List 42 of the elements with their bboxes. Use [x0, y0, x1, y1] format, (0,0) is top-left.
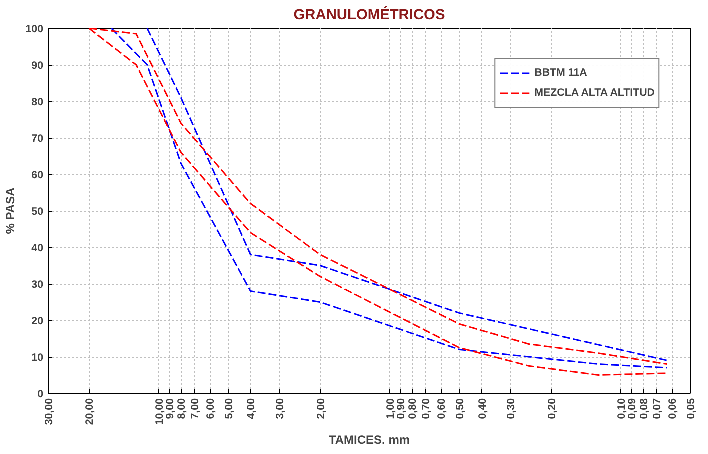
x-tick-label: 0,07 [652, 398, 664, 420]
x-tick-label: 8,00 [176, 398, 188, 420]
x-tick-label: 3,00 [274, 398, 287, 420]
x-tick-label: 1,00 [384, 398, 397, 420]
x-tick-label: 30,00 [44, 398, 56, 426]
x-tick-label: 9,00 [164, 398, 176, 420]
x-tick-label: 10,00 [154, 398, 166, 426]
x-tick-label: 0,40 [476, 398, 489, 420]
x-tick-label: 7,00 [190, 398, 202, 420]
y-axis-title: % PASA [4, 187, 18, 234]
y-tick-label: 10 [32, 352, 44, 364]
legend-label: BBTM 11A [534, 67, 588, 79]
y-tick-label: 0 [38, 388, 44, 400]
x-tick-label: 0,50 [454, 398, 466, 420]
chart-title: GRANULOMÉTRICOS [294, 6, 446, 24]
x-tick-label: 0,60 [436, 398, 448, 420]
x-tick-label: 0,08 [638, 398, 650, 420]
y-tick-label: 80 [32, 96, 44, 108]
y-tick-label: 40 [32, 242, 44, 254]
x-tick-label: 0,10 [616, 398, 628, 420]
y-tick-label: 20 [32, 316, 44, 328]
x-tick-label: 20,00 [84, 398, 96, 426]
y-tick-label: 90 [32, 60, 44, 72]
x-axis-title: TAMICES. mm [328, 433, 410, 448]
x-tick-label: 0,05 [686, 398, 698, 420]
x-tick-label: 6,00 [205, 398, 218, 420]
y-tick-label: 100 [26, 24, 44, 36]
x-tick-label: 0,90 [395, 398, 408, 420]
x-tick-label: 0,70 [420, 398, 433, 420]
x-tick-label: 0,09 [626, 398, 639, 420]
y-tick-label: 30 [32, 279, 44, 291]
x-tick-label: 0,06 [667, 398, 680, 420]
y-tick-label: 50 [32, 206, 44, 218]
x-tick-label: 4,00 [246, 398, 258, 420]
x-tick-label: 0,20 [546, 398, 558, 420]
x-tick-label: 2,00 [315, 398, 328, 420]
x-tick-label: 5,00 [223, 398, 236, 420]
x-tick-label: 0,80 [407, 398, 420, 420]
y-tick-label: 60 [32, 170, 44, 182]
legend-label: MEZCLA ALTA ALTITUD [534, 87, 655, 99]
y-tick-label: 70 [32, 133, 44, 145]
x-tick-label: 0,30 [506, 398, 518, 420]
